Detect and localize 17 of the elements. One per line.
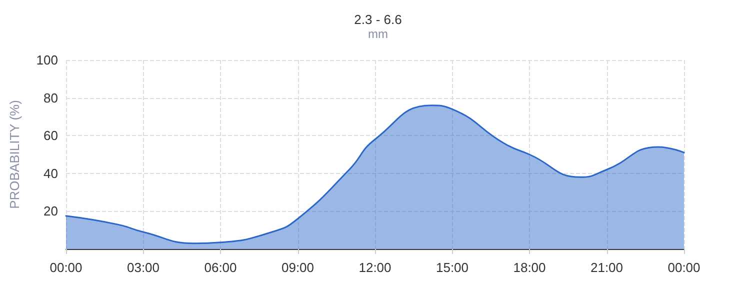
x-tick-label: 12:00: [358, 260, 392, 275]
y-tick-label: 60: [44, 128, 58, 144]
x-tick-label: 21:00: [590, 260, 624, 275]
y-tick-label: 20: [44, 204, 58, 219]
x-tick-label: 00:00: [668, 260, 700, 275]
x-tick-label: 03:00: [126, 260, 160, 275]
x-tick-label: 18:00: [513, 260, 546, 275]
y-tick-label: 40: [44, 166, 58, 181]
x-tick-label: 00:00: [50, 260, 82, 275]
x-tick-label: 15:00: [436, 260, 469, 275]
y-tick-label: 80: [44, 90, 58, 106]
x-tick-label: 06:00: [204, 260, 237, 275]
x-tick-label: 09:00: [281, 260, 314, 275]
chart-title: 2.3 - 6.6: [354, 12, 402, 27]
chart-subtitle: mm: [368, 27, 388, 41]
y-tick-label: 100: [36, 52, 58, 68]
y-axis-title: PROBABILITY (%): [7, 100, 22, 209]
